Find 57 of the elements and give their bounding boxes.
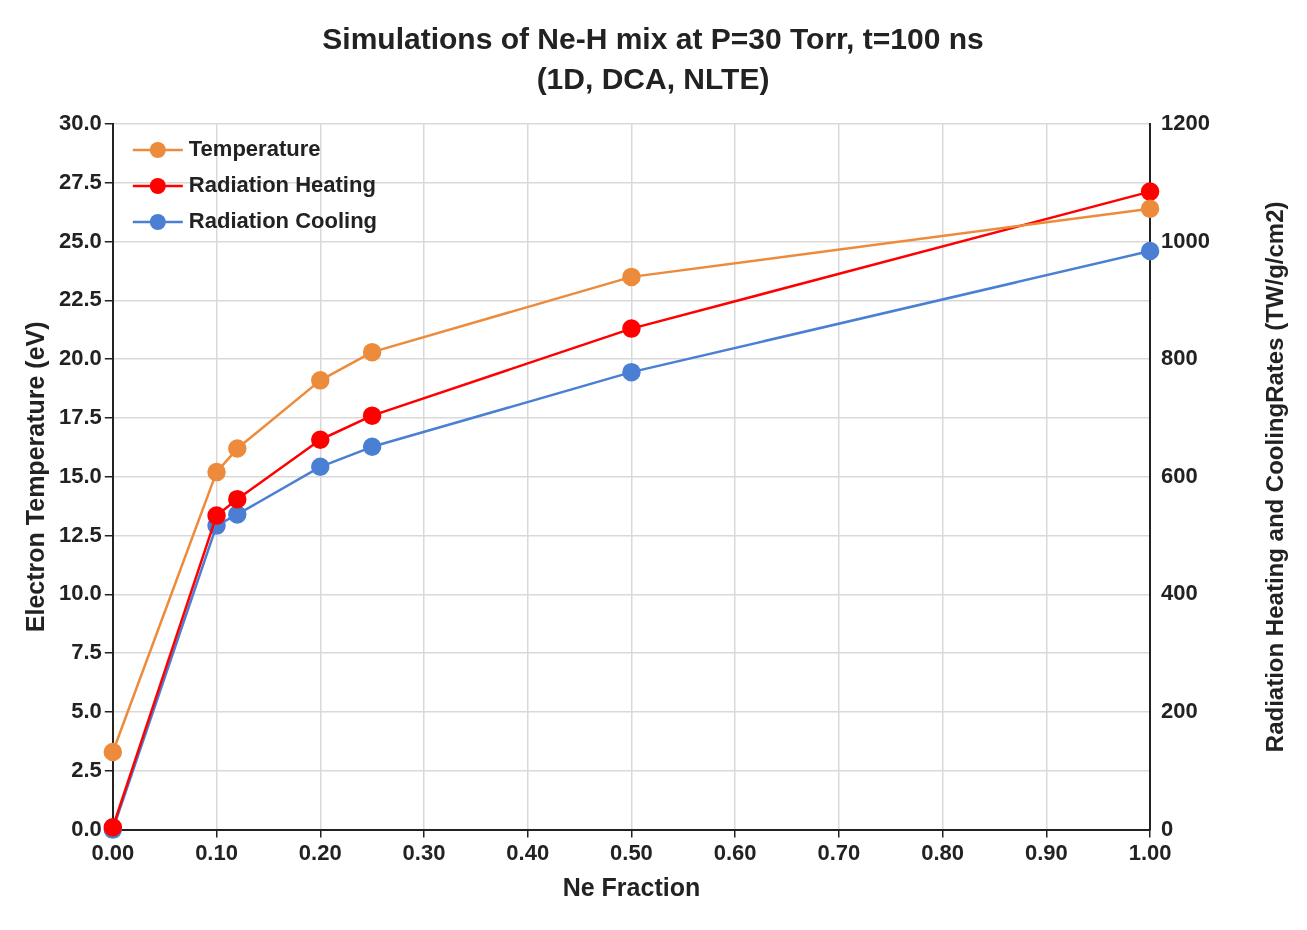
point bbox=[362, 342, 382, 362]
x-tick-label: 0.80 bbox=[921, 839, 965, 865]
point bbox=[228, 439, 247, 458]
y-tick-label: 2.5 bbox=[71, 756, 102, 782]
y-tick-label: 7.5 bbox=[71, 639, 102, 665]
y2-tick-label: 1000 bbox=[1161, 227, 1211, 253]
x-tick-label: 0.00 bbox=[91, 839, 135, 865]
point bbox=[207, 506, 226, 525]
y-tick-label: 10.0 bbox=[58, 580, 102, 606]
x-tick-label: 0.30 bbox=[402, 839, 446, 865]
x-tick-label: 0.40 bbox=[506, 839, 550, 865]
x-axis-title: Ne Fraction bbox=[562, 872, 701, 901]
point bbox=[362, 406, 382, 425]
point bbox=[311, 371, 330, 390]
x-tick-label: 1.00 bbox=[1128, 839, 1172, 865]
legend-label: Radiation Cooling bbox=[188, 208, 378, 234]
point bbox=[1140, 182, 1160, 201]
x-tick-label: 0.50 bbox=[610, 839, 653, 865]
y2-tick-label: 200 bbox=[1161, 698, 1198, 724]
y2-tick-label: 600 bbox=[1161, 462, 1198, 488]
point bbox=[207, 462, 226, 482]
y-axis-title: Electron Temperature (eV) bbox=[20, 321, 49, 633]
legend-label: Temperature bbox=[188, 136, 321, 162]
point bbox=[1140, 241, 1160, 261]
point bbox=[228, 489, 247, 509]
chart-title: Simulations of Ne-H mix at P=30 Torr, t=100 ns bbox=[322, 22, 984, 56]
y-tick-label: 5.0 bbox=[71, 698, 102, 724]
y-tick-label: 27.5 bbox=[58, 168, 102, 194]
x-tick-label: 0.90 bbox=[1024, 839, 1068, 865]
y2-axis-title: Radiation Heating and CoolingRates (TW/g/cm2) bbox=[1260, 201, 1288, 753]
y2-tick-label: 0 bbox=[1161, 815, 1174, 841]
y-tick-label: 12.5 bbox=[58, 521, 102, 547]
y-tick-label: 15.0 bbox=[58, 462, 102, 488]
point bbox=[228, 505, 247, 524]
x-tick-label: 0.10 bbox=[195, 839, 238, 865]
point bbox=[622, 319, 641, 338]
point bbox=[1140, 199, 1160, 218]
y2-tick-label: 400 bbox=[1161, 580, 1198, 606]
y2-tick-label: 1200 bbox=[1161, 110, 1211, 136]
y-tick-label: 30.0 bbox=[58, 110, 102, 136]
point bbox=[311, 430, 330, 450]
x-tick-label: 0.60 bbox=[713, 839, 757, 865]
x-tick-label: 0.70 bbox=[817, 839, 861, 865]
chart-subtitle: (1D, DCA, NLTE) bbox=[536, 62, 770, 96]
y-tick-label: 20.0 bbox=[58, 345, 102, 371]
y-tick-label: 0.0 bbox=[71, 815, 102, 841]
legend-label: Radiation Heating bbox=[188, 172, 376, 198]
y-tick-label: 17.5 bbox=[58, 404, 102, 430]
point bbox=[622, 362, 641, 382]
x-tick-label: 0.20 bbox=[298, 839, 342, 865]
point bbox=[103, 742, 123, 762]
y-tick-label: 25.0 bbox=[58, 227, 102, 253]
y-tick-label: 22.5 bbox=[58, 286, 102, 312]
y2-tick-label: 800 bbox=[1161, 345, 1198, 371]
point bbox=[311, 457, 330, 477]
point bbox=[622, 267, 641, 287]
point bbox=[362, 437, 382, 457]
